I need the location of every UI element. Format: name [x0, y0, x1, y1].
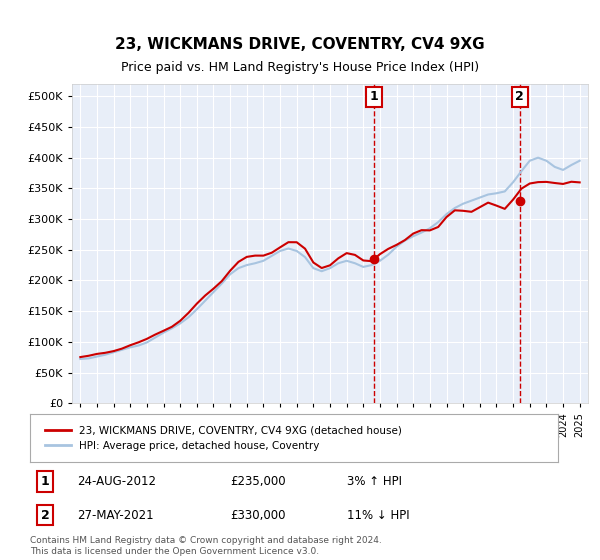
Text: 27-MAY-2021: 27-MAY-2021 [77, 508, 154, 522]
Text: 2: 2 [515, 90, 524, 103]
Legend: 23, WICKMANS DRIVE, COVENTRY, CV4 9XG (detached house), HPI: Average price, deta: 23, WICKMANS DRIVE, COVENTRY, CV4 9XG (d… [40, 422, 406, 455]
Text: 24-AUG-2012: 24-AUG-2012 [77, 475, 157, 488]
Text: 23, WICKMANS DRIVE, COVENTRY, CV4 9XG: 23, WICKMANS DRIVE, COVENTRY, CV4 9XG [115, 38, 485, 52]
Text: 2: 2 [41, 508, 49, 522]
Text: £330,000: £330,000 [230, 508, 286, 522]
Text: £235,000: £235,000 [230, 475, 286, 488]
Text: Contains HM Land Registry data © Crown copyright and database right 2024.
This d: Contains HM Land Registry data © Crown c… [30, 536, 382, 556]
Text: 1: 1 [41, 475, 49, 488]
Text: 11% ↓ HPI: 11% ↓ HPI [347, 508, 409, 522]
Text: 1: 1 [370, 90, 379, 103]
Text: 3% ↑ HPI: 3% ↑ HPI [347, 475, 402, 488]
Text: Price paid vs. HM Land Registry's House Price Index (HPI): Price paid vs. HM Land Registry's House … [121, 60, 479, 74]
